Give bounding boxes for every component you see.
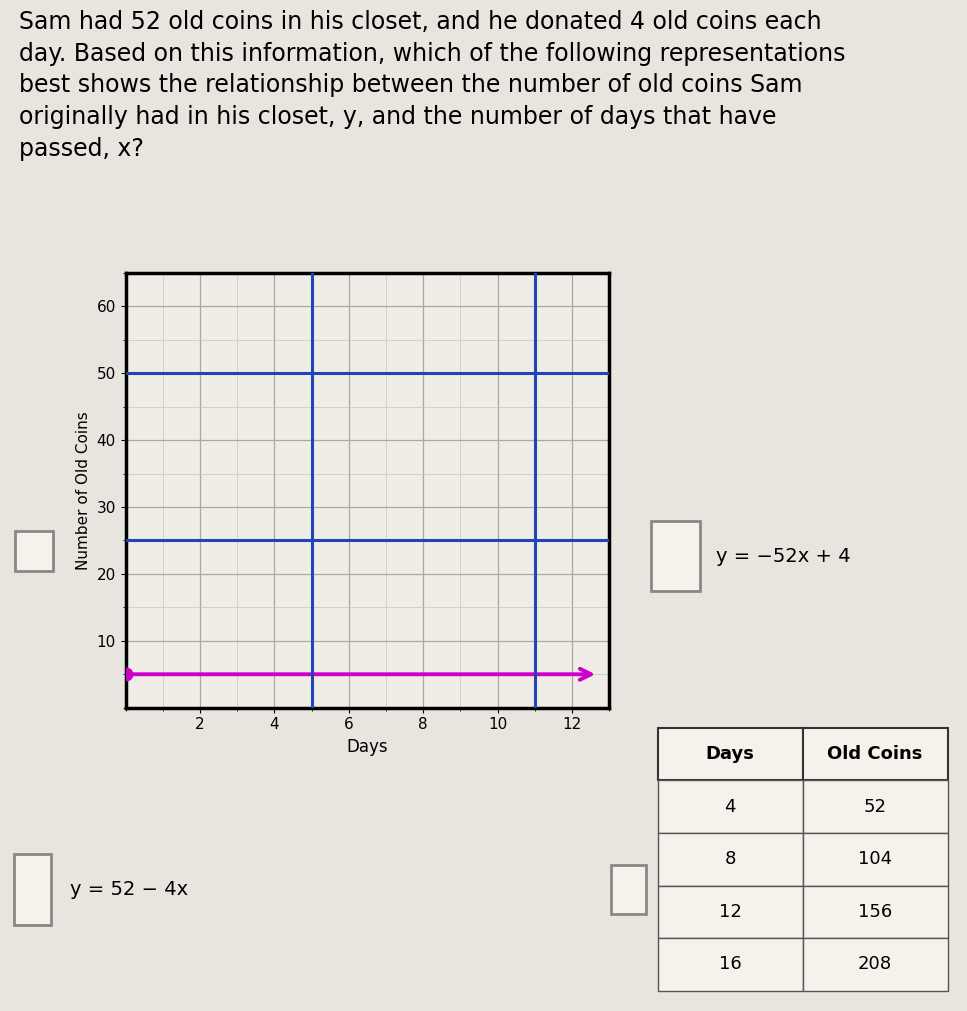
Bar [651,521,700,591]
Y-axis label: Number of Old Coins: Number of Old Coins [76,410,91,570]
Text: y = −52x + 4: y = −52x + 4 [716,547,851,565]
Bar [15,531,53,571]
X-axis label: Days: Days [346,738,389,756]
Bar [611,865,646,914]
Text: Sam had 52 old coins in his closet, and he donated 4 old coins each
day. Based o: Sam had 52 old coins in his closet, and … [19,10,846,161]
Text: y = 52 − 4x: y = 52 − 4x [70,881,189,899]
Bar [15,854,51,925]
